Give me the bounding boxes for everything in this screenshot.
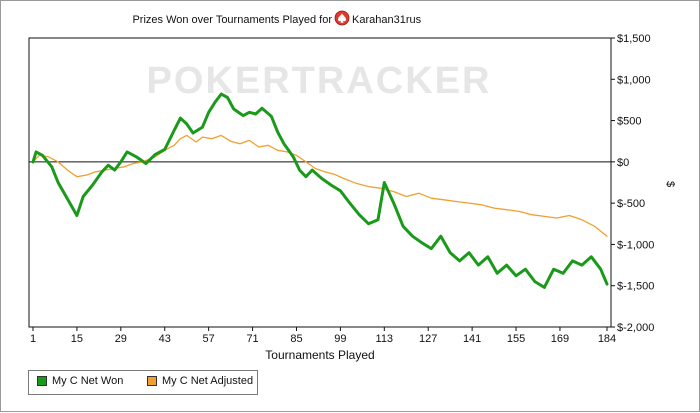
x-tick-label: 99: [334, 333, 346, 345]
legend-swatch-net-won: [37, 376, 47, 386]
x-tick-label: 85: [290, 333, 302, 345]
x-tick-label: 169: [551, 333, 569, 345]
plot-area: [28, 37, 612, 328]
x-tick-label: 71: [246, 333, 258, 345]
x-tick-label: 29: [115, 333, 127, 345]
legend-label-net-adjusted: My C Net Adjusted: [162, 375, 254, 387]
x-tick-label: 15: [71, 333, 83, 345]
x-axis-label: Tournaments Played: [265, 348, 374, 362]
legend-label-net-won: My C Net Won: [52, 375, 124, 387]
legend-item-net-adjusted: My C Net Adjusted: [147, 375, 253, 387]
x-tick-label: 141: [463, 333, 481, 345]
y-tick-label: $-1,000: [617, 239, 654, 251]
y-tick-label: $0: [617, 157, 629, 169]
y-axis-label: $: [664, 181, 676, 187]
y-tick-label: $-500: [617, 198, 645, 210]
pokerstars-spade-icon: [334, 10, 350, 26]
x-tick-label: 155: [507, 333, 525, 345]
y-tick-label: $-2,000: [617, 322, 654, 334]
x-tick-label: 113: [376, 333, 394, 345]
x-tick-label: 184: [598, 333, 616, 345]
chart-title: Prizes Won over Tournaments Played for: [132, 14, 332, 26]
legend-item-net-won: My C Net Won: [37, 375, 123, 387]
y-tick-label: $1,000: [617, 74, 651, 86]
series-line-net-adjusted: [32, 134, 608, 237]
series-line-net-won: [31, 92, 609, 289]
x-tick-label: 1: [30, 333, 36, 345]
legend: My C Net Won My C Net Adjusted: [28, 370, 258, 395]
x-tick-label: 127: [419, 333, 437, 345]
y-tick-label: $-1,500: [617, 281, 654, 293]
watermark: POKERTRACKER: [147, 60, 492, 102]
y-tick-label: $1,500: [617, 33, 651, 45]
player-name: Karahan31rus: [352, 14, 422, 26]
x-tick-label: 57: [203, 333, 215, 345]
legend-swatch-net-adjusted: [147, 376, 157, 386]
y-tick-label: $500: [617, 116, 641, 128]
x-tick-label: 43: [159, 333, 171, 345]
